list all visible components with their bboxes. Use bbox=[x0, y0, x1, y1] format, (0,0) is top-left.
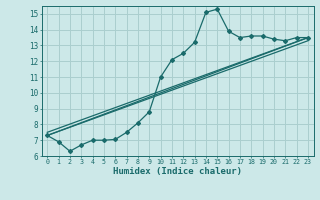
X-axis label: Humidex (Indice chaleur): Humidex (Indice chaleur) bbox=[113, 167, 242, 176]
